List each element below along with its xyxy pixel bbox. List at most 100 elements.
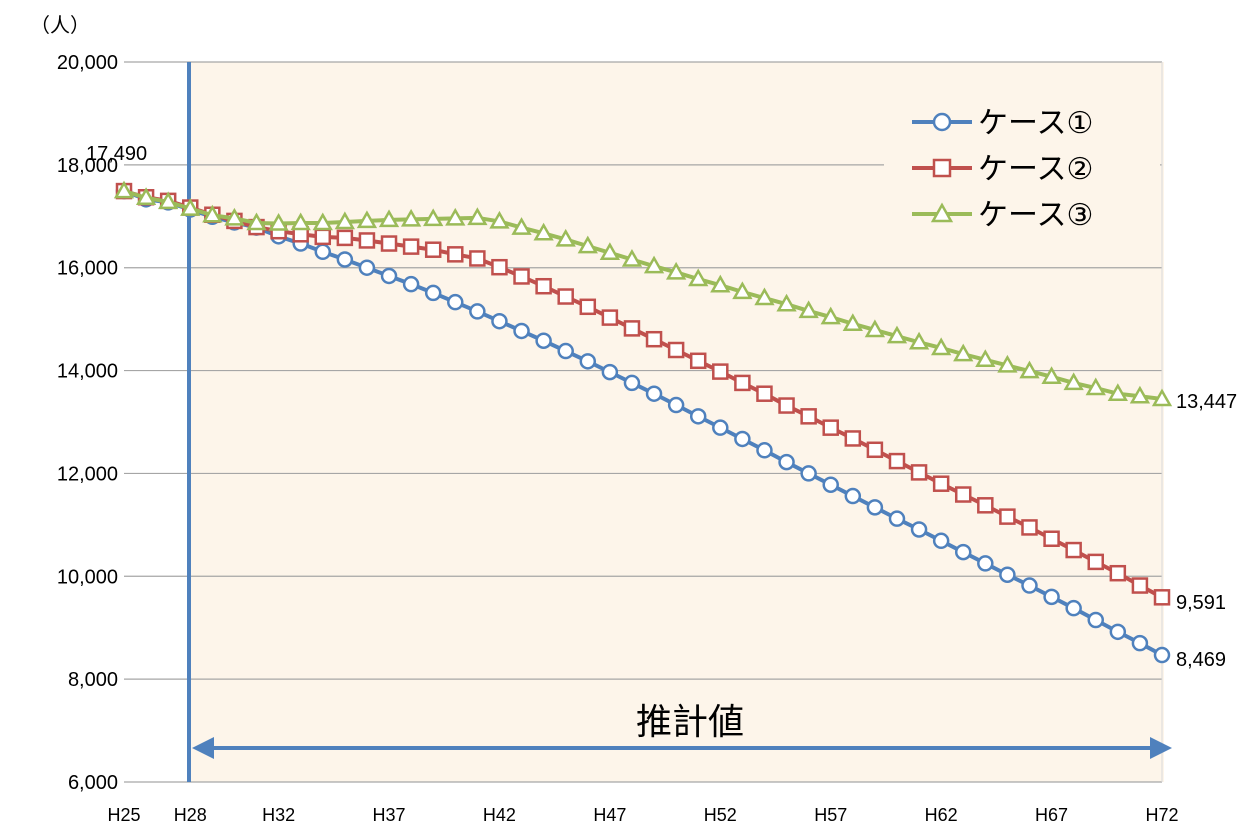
data-point: [888, 452, 906, 470]
data-point: [312, 212, 333, 231]
data-point: [535, 332, 552, 349]
legend-item: ケース②: [912, 152, 1093, 187]
data-point: [447, 293, 464, 311]
data-point: [1043, 588, 1060, 606]
data-point: [754, 287, 775, 306]
data-point: [358, 232, 376, 249]
x-tick-label: H28: [174, 805, 207, 825]
x-axis-ticks: H25 H28 H32 H37 H42 H47 H52 H57 H62 H67 H72: [107, 805, 1178, 825]
data-point: [380, 235, 398, 252]
x-tick-label: H25: [107, 805, 140, 825]
series-3: [113, 180, 1173, 407]
data-point: [822, 476, 839, 493]
data-point: [776, 293, 797, 312]
data-point: [908, 331, 930, 350]
legend-marker: [932, 158, 952, 178]
data-point: [1129, 385, 1151, 404]
data-point: [314, 243, 332, 261]
estimate-range-arrow: [192, 737, 1172, 759]
data-point: [555, 228, 576, 247]
data-point: [688, 268, 709, 287]
data-point: [886, 325, 908, 344]
end-value-label: 13,447: [1176, 391, 1237, 413]
legend-marker: [930, 202, 954, 223]
x-tick-label: H42: [483, 805, 516, 825]
data-point: [579, 353, 597, 370]
x-tick-label: H32: [262, 805, 295, 825]
data-point: [667, 341, 685, 359]
legend-marker: [932, 112, 952, 132]
gridlines: [124, 61, 1163, 783]
data-point: [378, 209, 400, 228]
y-tick-label: 6,000: [68, 772, 118, 794]
data-point: [930, 337, 952, 356]
data-point: [513, 322, 530, 340]
data-point: [601, 363, 619, 381]
y-tick-label: 16,000: [57, 258, 118, 280]
data-point: [380, 267, 398, 285]
series-lines: [113, 180, 1173, 664]
data-point: [402, 238, 420, 255]
x-tick-label: H67: [1035, 805, 1068, 825]
data-point: [180, 198, 201, 216]
data-point: [710, 274, 731, 293]
data-point: [712, 419, 729, 436]
data-point: [800, 408, 817, 425]
data-point: [1085, 377, 1106, 396]
y-tick-label: 8,000: [68, 669, 118, 691]
data-point: [1131, 577, 1149, 594]
data-point: [268, 212, 289, 231]
data-point: [579, 298, 597, 316]
data-point: [491, 312, 508, 330]
data-point: [113, 180, 135, 199]
data-point: [135, 187, 157, 206]
legend-item: ケース③: [912, 198, 1093, 233]
x-tick-label: H57: [814, 805, 847, 825]
end-value-labels: 13,447 9,591 8,469: [1176, 391, 1237, 671]
x-tick-label: H72: [1145, 805, 1178, 825]
data-point: [1109, 623, 1127, 641]
data-point: [1151, 388, 1173, 407]
y-tick-label: 14,000: [57, 361, 118, 383]
data-point: [1065, 599, 1082, 617]
legend-box: [884, 90, 1160, 256]
data-point: [643, 255, 665, 274]
data-point: [800, 465, 817, 482]
data-point: [358, 259, 376, 276]
data-point: [645, 385, 663, 402]
data-point: [1065, 541, 1082, 559]
legend-label: ケース③: [978, 198, 1093, 233]
data-point: [999, 508, 1016, 525]
data-point: [999, 566, 1016, 583]
data-point: [533, 222, 554, 241]
data-point: [734, 430, 751, 448]
data-point: [424, 241, 442, 258]
data-point: [798, 300, 819, 319]
data-point: [645, 330, 663, 348]
data-point: [599, 242, 621, 261]
data-point: [954, 486, 972, 503]
data-point: [1087, 611, 1104, 629]
data-point: [712, 363, 729, 380]
data-point: [954, 543, 972, 561]
data-point: [977, 555, 994, 572]
data-point: [336, 229, 354, 247]
data-point: [513, 268, 530, 285]
data-point: [424, 284, 442, 302]
data-point: [1153, 646, 1171, 664]
data-point: [467, 207, 488, 226]
data-point: [756, 442, 773, 459]
data-point: [314, 228, 332, 246]
x-tick-label: H62: [925, 805, 958, 825]
data-point: [689, 352, 707, 370]
x-tick-label: H37: [373, 805, 406, 825]
data-point: [689, 408, 707, 425]
legend-label: ケース②: [978, 152, 1093, 187]
data-point: [977, 497, 994, 514]
data-point: [1107, 383, 1128, 401]
arrow-head-right: [1150, 737, 1172, 759]
data-point: [557, 288, 574, 305]
data-point: [734, 374, 751, 392]
data-point: [290, 212, 311, 231]
